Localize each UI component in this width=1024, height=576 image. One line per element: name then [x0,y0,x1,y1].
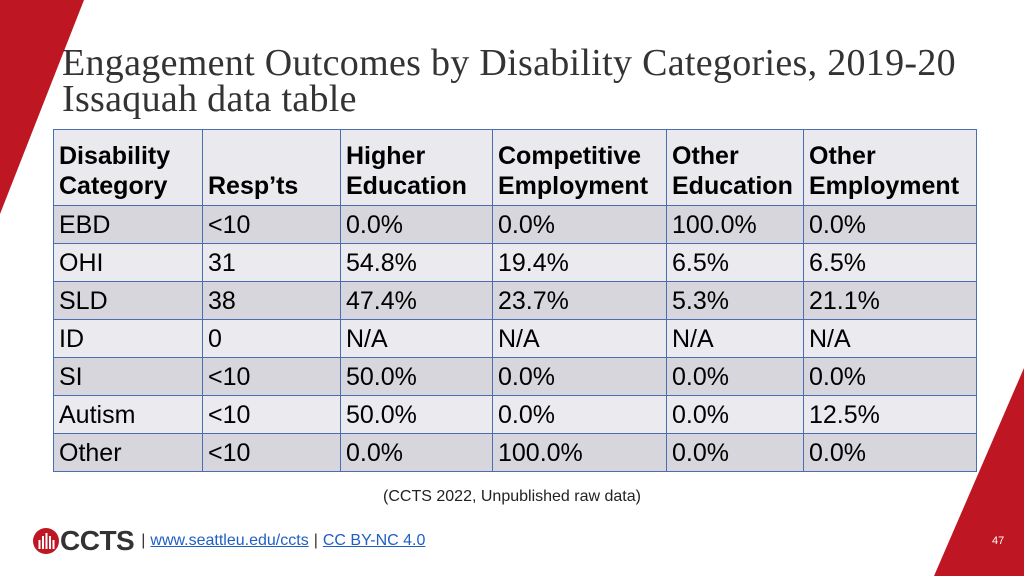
table-row: EBD <10 0.0% 0.0% 100.0% 0.0% [53,205,977,244]
higher-education-cell: 54.8% [340,243,493,282]
category-cell: EBD [53,205,203,244]
other-employment-cell: 6.5% [803,243,977,282]
respondents-cell: <10 [202,357,341,396]
source-footnote: (CCTS 2022, Unpublished raw data) [383,488,641,505]
higher-education-cell: 50.0% [340,357,493,396]
higher-education-cell: N/A [340,319,493,358]
header-label: Competitive [498,142,642,170]
higher-education-cell: 0.0% [340,205,493,244]
table-row: Other <10 0.0% 100.0% 0.0% 0.0% [53,433,977,472]
table-row: SLD 38 47.4% 23.7% 5.3% 21.1% [53,281,977,320]
header-cell-competitive-employment: Competitive Employment [492,129,667,206]
competitive-employment-cell: 23.7% [492,281,667,320]
higher-education-cell: 50.0% [340,395,493,434]
other-education-cell: 5.3% [666,281,804,320]
other-education-cell: 0.0% [666,357,804,396]
header-label: Education [672,172,793,200]
header-cell-category: Disability Category [53,129,203,206]
other-education-cell: 0.0% [666,395,804,434]
respondents-cell: 0 [202,319,341,358]
other-employment-cell: 0.0% [803,205,977,244]
competitive-employment-cell: 0.0% [492,205,667,244]
header-row: Disability Category Resp’ts Higher Education… [53,129,977,206]
table-row: ID 0 N/A N/A N/A N/A [53,319,977,358]
header-label: Education [346,172,467,200]
respondents-cell: 31 [202,243,341,282]
competitive-employment-cell: 19.4% [492,243,667,282]
website-link[interactable]: www.seattleu.edu/ccts [150,532,309,549]
other-employment-cell: 21.1% [803,281,977,320]
higher-education-cell: 47.4% [340,281,493,320]
category-cell: SI [53,357,203,396]
page-number: 47 [992,535,1005,547]
other-education-cell: 6.5% [666,243,804,282]
header-label: Category [59,172,168,200]
header-label: Resp’ts [208,172,299,200]
category-cell: OHI [53,243,203,282]
other-employment-cell: 0.0% [803,433,977,472]
other-employment-cell: 12.5% [803,395,977,434]
category-cell: SLD [53,281,203,320]
footer: CCTS | www.seattleu.edu/ccts | CC BY-NC … [33,525,426,556]
license-link[interactable]: CC BY-NC 4.0 [322,532,426,549]
footer-separator: | [313,532,318,549]
title-line-2: Issaquah data table [62,78,357,120]
competitive-employment-cell: 0.0% [492,395,667,434]
competitive-employment-cell: 0.0% [492,357,667,396]
slide-title: Engagement Outcomes by Disability Catego… [62,42,956,120]
ccts-logo-icon [33,528,59,554]
category-cell: ID [53,319,203,358]
other-education-cell: 100.0% [666,205,804,244]
table-row: OHI 31 54.8% 19.4% 6.5% 6.5% [53,243,977,282]
data-table: Disability Category Resp’ts Higher Education… [53,129,977,472]
competitive-employment-cell: N/A [492,319,667,358]
header-label: Other [809,142,876,170]
other-employment-cell: 0.0% [803,357,977,396]
category-cell: Other [53,433,203,472]
header-label: Disability [59,142,171,170]
respondents-cell: <10 [202,205,341,244]
header-label: Employment [809,172,960,200]
header-cell-other-education: Other Education [666,129,804,206]
ccts-logo-text: CCTS [60,525,135,556]
competitive-employment-cell: 100.0% [492,433,667,472]
category-cell: Autism [53,395,203,434]
title-line-1: Engagement Outcomes by Disability Catego… [62,42,956,84]
header-cell-other-employment: Other Employment [803,129,977,206]
other-education-cell: 0.0% [666,433,804,472]
footer-separator: | [141,532,146,549]
header-label: Employment [498,172,649,200]
other-employment-cell: N/A [803,319,977,358]
header-label: Other [672,142,739,170]
respondents-cell: <10 [202,433,341,472]
higher-education-cell: 0.0% [340,433,493,472]
table-row: Autism <10 50.0% 0.0% 0.0% 12.5% [53,395,977,434]
table-body: EBD <10 0.0% 0.0% 100.0% 0.0% OHI 31 54.8% 19.4% 6… [53,205,977,472]
other-education-cell: N/A [666,319,804,358]
respondents-cell: 38 [202,281,341,320]
header-cell-higher-education: Higher Education [340,129,493,206]
table-header: Disability Category Resp’ts Higher Education… [53,129,977,206]
header-label: Higher [346,142,426,170]
header-cell-respondents: Resp’ts [202,129,341,206]
table-row: SI <10 50.0% 0.0% 0.0% 0.0% [53,357,977,396]
respondents-cell: <10 [202,395,341,434]
